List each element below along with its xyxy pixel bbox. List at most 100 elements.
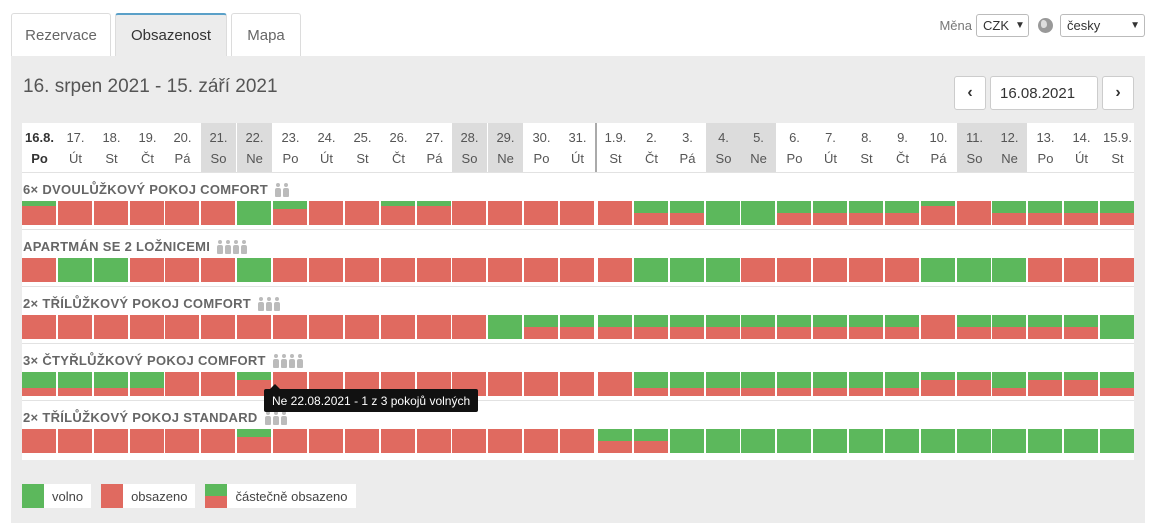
occupancy-cell[interactable] (452, 258, 486, 282)
occupancy-cell[interactable] (885, 258, 919, 282)
occupancy-cell[interactable] (598, 258, 632, 282)
occupancy-cell[interactable] (885, 429, 919, 453)
language-select[interactable]: česky ▼ (1060, 13, 1145, 37)
occupancy-cell[interactable] (670, 201, 704, 225)
occupancy-cell[interactable] (706, 201, 740, 225)
occupancy-cell[interactable] (598, 429, 632, 453)
occupancy-cell[interactable] (921, 315, 955, 339)
occupancy-cell[interactable] (777, 315, 811, 339)
occupancy-cell[interactable] (706, 429, 740, 453)
occupancy-cell[interactable] (488, 315, 522, 339)
occupancy-cell[interactable] (1028, 429, 1062, 453)
occupancy-cell[interactable] (777, 201, 811, 225)
occupancy-cell[interactable] (560, 315, 594, 339)
occupancy-cell[interactable] (381, 201, 415, 225)
occupancy-cell[interactable] (670, 372, 704, 396)
occupancy-cell[interactable] (130, 372, 164, 396)
occupancy-cell[interactable] (992, 372, 1026, 396)
occupancy-cell[interactable] (130, 201, 164, 225)
occupancy-cell[interactable] (921, 258, 955, 282)
occupancy-cell[interactable] (885, 201, 919, 225)
occupancy-cell[interactable] (777, 372, 811, 396)
occupancy-cell[interactable] (1028, 258, 1062, 282)
occupancy-cell[interactable] (130, 258, 164, 282)
occupancy-cell[interactable] (992, 429, 1026, 453)
occupancy-cell[interactable] (273, 315, 307, 339)
occupancy-cell[interactable] (1064, 258, 1098, 282)
occupancy-cell[interactable] (849, 429, 883, 453)
occupancy-cell[interactable] (237, 201, 271, 225)
occupancy-cell[interactable] (957, 315, 991, 339)
occupancy-cell[interactable] (309, 315, 343, 339)
occupancy-cell[interactable] (201, 201, 235, 225)
occupancy-cell[interactable] (345, 429, 379, 453)
occupancy-cell[interactable] (94, 315, 128, 339)
occupancy-cell[interactable] (777, 429, 811, 453)
occupancy-cell[interactable] (885, 315, 919, 339)
occupancy-cell[interactable] (58, 372, 92, 396)
occupancy-cell[interactable] (58, 315, 92, 339)
occupancy-cell[interactable] (237, 372, 271, 396)
occupancy-cell[interactable] (345, 201, 379, 225)
occupancy-cell[interactable] (201, 372, 235, 396)
occupancy-cell[interactable] (921, 372, 955, 396)
occupancy-cell[interactable] (634, 429, 668, 453)
occupancy-cell[interactable] (417, 258, 451, 282)
occupancy-cell[interactable] (813, 429, 847, 453)
occupancy-cell[interactable] (849, 315, 883, 339)
occupancy-cell[interactable] (309, 201, 343, 225)
occupancy-cell[interactable] (634, 258, 668, 282)
occupancy-cell[interactable] (921, 429, 955, 453)
occupancy-cell[interactable] (598, 372, 632, 396)
occupancy-cell[interactable] (849, 201, 883, 225)
occupancy-cell[interactable] (524, 258, 558, 282)
occupancy-cell[interactable] (94, 258, 128, 282)
occupancy-cell[interactable] (309, 429, 343, 453)
occupancy-cell[interactable] (488, 372, 522, 396)
occupancy-cell[interactable] (524, 372, 558, 396)
occupancy-cell[interactable] (417, 201, 451, 225)
occupancy-cell[interactable] (488, 429, 522, 453)
occupancy-cell[interactable] (237, 258, 271, 282)
occupancy-cell[interactable] (560, 201, 594, 225)
occupancy-cell[interactable] (165, 315, 199, 339)
occupancy-cell[interactable] (165, 258, 199, 282)
occupancy-cell[interactable] (452, 429, 486, 453)
occupancy-cell[interactable] (992, 258, 1026, 282)
date-input[interactable]: 16.08.2021 (990, 76, 1098, 110)
next-period-button[interactable]: › (1102, 76, 1134, 110)
occupancy-cell[interactable] (560, 258, 594, 282)
occupancy-cell[interactable] (165, 372, 199, 396)
occupancy-cell[interactable] (634, 315, 668, 339)
occupancy-cell[interactable] (345, 258, 379, 282)
occupancy-cell[interactable] (488, 258, 522, 282)
occupancy-cell[interactable] (741, 315, 775, 339)
occupancy-cell[interactable] (741, 372, 775, 396)
occupancy-cell[interactable] (741, 201, 775, 225)
occupancy-cell[interactable] (1028, 201, 1062, 225)
occupancy-cell[interactable] (741, 429, 775, 453)
occupancy-cell[interactable] (670, 258, 704, 282)
occupancy-cell[interactable] (706, 372, 740, 396)
occupancy-cell[interactable] (22, 258, 56, 282)
occupancy-cell[interactable] (813, 315, 847, 339)
occupancy-cell[interactable] (777, 258, 811, 282)
occupancy-cell[interactable] (1100, 258, 1134, 282)
occupancy-cell[interactable] (741, 258, 775, 282)
occupancy-cell[interactable] (381, 258, 415, 282)
occupancy-cell[interactable] (524, 315, 558, 339)
occupancy-cell[interactable] (1064, 372, 1098, 396)
occupancy-cell[interactable] (94, 429, 128, 453)
occupancy-cell[interactable] (58, 201, 92, 225)
occupancy-cell[interactable] (58, 258, 92, 282)
occupancy-cell[interactable] (165, 201, 199, 225)
occupancy-cell[interactable] (345, 315, 379, 339)
occupancy-cell[interactable] (957, 429, 991, 453)
occupancy-cell[interactable] (1064, 201, 1098, 225)
occupancy-cell[interactable] (598, 315, 632, 339)
occupancy-cell[interactable] (201, 258, 235, 282)
occupancy-cell[interactable] (201, 315, 235, 339)
occupancy-cell[interactable] (560, 429, 594, 453)
occupancy-cell[interactable] (417, 315, 451, 339)
occupancy-cell[interactable] (813, 258, 847, 282)
